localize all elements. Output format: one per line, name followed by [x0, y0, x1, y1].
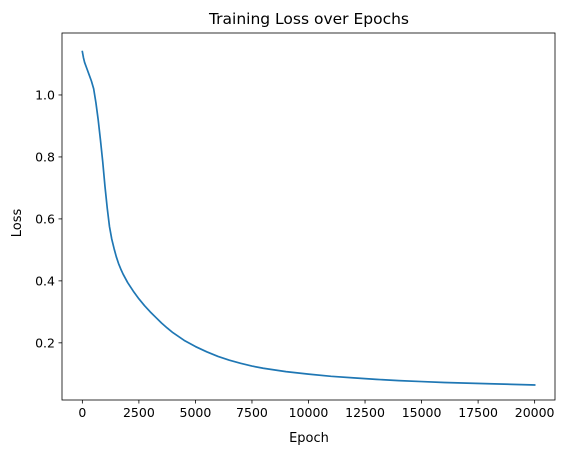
x-tick-label: 7500 [236, 405, 268, 420]
x-tick-label: 2500 [123, 405, 155, 420]
y-tick-label: 0.2 [35, 335, 55, 350]
loss-series-line [81, 50, 536, 386]
y-axis-title: Loss [10, 209, 25, 238]
x-tick-label: 10000 [289, 405, 329, 420]
x-axis-title: Epoch [289, 431, 329, 446]
x-tick-label: 12500 [345, 405, 385, 420]
chart-title: Training Loss over Epochs [208, 10, 409, 28]
x-tick-label: 20000 [515, 405, 555, 420]
y-tick-label: 1.0 [35, 87, 55, 102]
plot-frame [61, 32, 556, 401]
x-axis: 0 2500 5000 7500 10000 12500 15000 17500 20000 [78, 400, 555, 420]
y-tick-label: 0.6 [35, 211, 55, 226]
y-tick-label: 0.8 [35, 149, 55, 164]
y-tick-label: 0.4 [35, 273, 55, 288]
x-tick-label: 0 [78, 405, 86, 420]
y-axis: 0.2 0.4 0.6 0.8 1.0 [35, 87, 62, 350]
plot-area [62, 33, 555, 400]
x-tick-label: 17500 [458, 405, 498, 420]
x-tick-label: 15000 [402, 405, 442, 420]
x-tick-label: 5000 [180, 405, 212, 420]
